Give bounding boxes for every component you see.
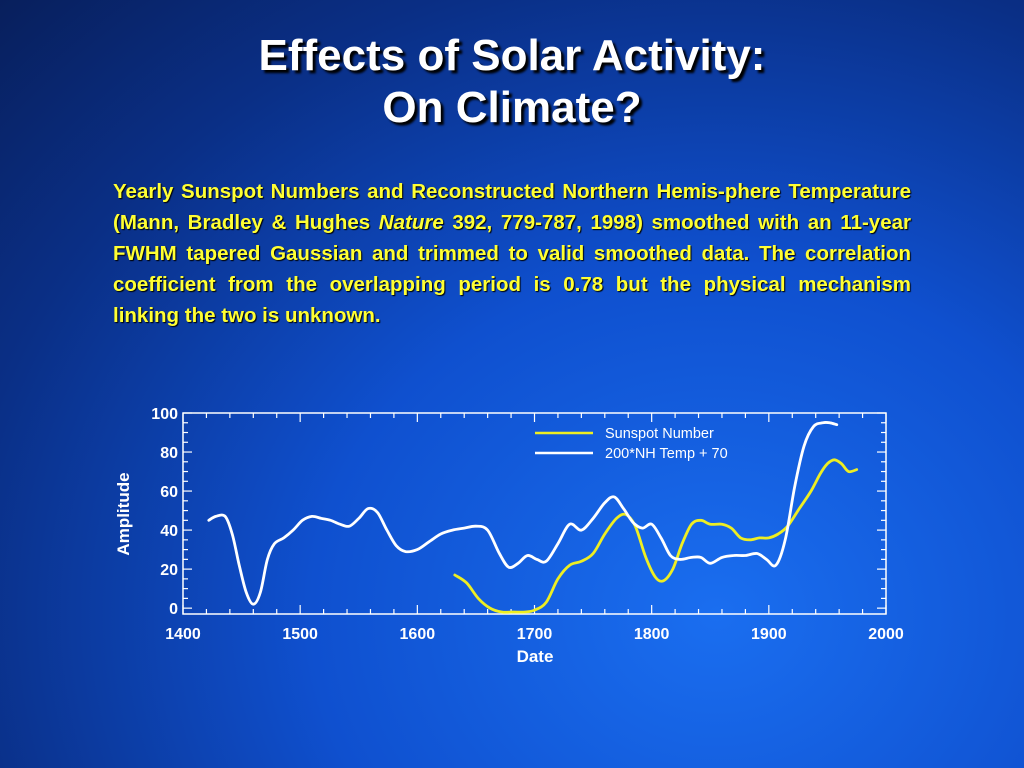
legend-label-sunspot: Sunspot Number	[605, 426, 714, 442]
y-tick-label: 0	[169, 601, 178, 618]
axis-ticks	[182, 412, 887, 614]
y-tick-label: 80	[160, 445, 178, 462]
caption-text-part-1: Yearly Sunspot Numbers and Reconstructed…	[113, 180, 911, 234]
legend-label-temperature: 200*NH Temp + 70	[605, 446, 728, 462]
slide-title: Effects of Solar Activity: On Climate?	[0, 30, 1024, 134]
figure-caption: Yearly Sunspot Numbers and Reconstructed…	[113, 176, 911, 331]
x-axis-label: Date	[517, 647, 554, 666]
y-tick-label: 20	[160, 562, 178, 579]
title-line-1: Effects of Solar Activity:	[258, 31, 766, 80]
caption-journal-name: Nature	[378, 211, 444, 234]
nh-temperature-line	[207, 420, 839, 606]
x-tick-label: 1900	[751, 626, 787, 643]
y-tick-label: 40	[160, 523, 178, 540]
caption-text-part-2: 392, 779-787, 1998) smoothed with an 11-…	[113, 211, 911, 327]
x-tick-label: 1400	[165, 626, 201, 643]
plot-frame	[182, 412, 887, 615]
tick-labels: 1400 1500 1600 1700 1800 1900 2000 0 20 40 60 80 100	[151, 406, 904, 643]
series-lines	[207, 420, 859, 614]
x-tick-label: 1800	[634, 626, 670, 643]
x-tick-label: 1700	[517, 626, 553, 643]
y-tick-label: 100	[151, 406, 178, 423]
y-axis-label: Amplitude	[114, 472, 133, 555]
x-tick-label: 1600	[400, 626, 436, 643]
sunspot-number-line	[453, 458, 859, 614]
title-line-2: On Climate?	[382, 83, 642, 132]
y-tick-label: 60	[160, 484, 178, 501]
x-tick-label: 2000	[868, 626, 904, 643]
x-tick-label: 1500	[282, 626, 318, 643]
chart-legend: Sunspot Number 200*NH Temp + 70	[535, 426, 728, 462]
